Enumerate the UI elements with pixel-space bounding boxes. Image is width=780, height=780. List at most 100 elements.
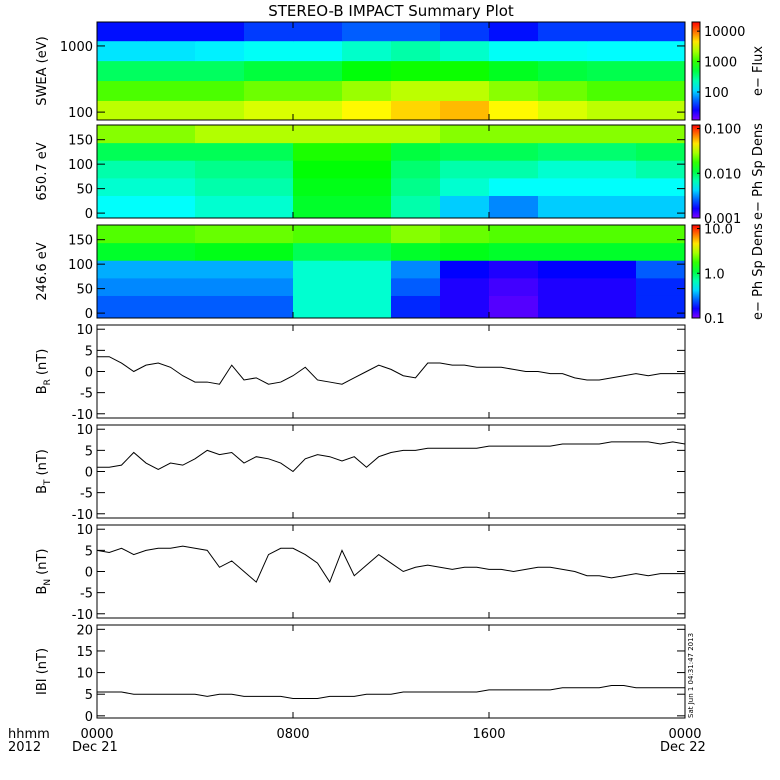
title: STEREO-B IMPACT Summary Plot bbox=[268, 2, 514, 20]
heat-cell bbox=[342, 277, 392, 296]
line bbox=[97, 356, 685, 385]
x-tick-label: 0800 bbox=[276, 727, 309, 742]
y-label-unit: (nT) bbox=[35, 349, 50, 375]
y-tick-label: 5 bbox=[85, 444, 93, 459]
heat-cell bbox=[146, 260, 196, 279]
heat-cell bbox=[293, 22, 343, 42]
heat-cell bbox=[244, 277, 294, 296]
heat-cell bbox=[146, 60, 196, 82]
frame bbox=[96, 21, 686, 121]
heat-cell bbox=[391, 60, 441, 82]
y-tick-label: 0 bbox=[85, 466, 93, 481]
heat-cell bbox=[342, 160, 392, 179]
colorbar-tick-label: 10.0 bbox=[704, 223, 733, 238]
heat-cell bbox=[293, 295, 343, 318]
heat-cell bbox=[97, 40, 147, 62]
y-tick-label: -10 bbox=[72, 508, 93, 523]
heat-cell bbox=[489, 260, 539, 279]
x-tick-label: 0000 bbox=[80, 727, 113, 742]
heat-cell bbox=[489, 142, 539, 161]
heat-cell bbox=[538, 80, 588, 101]
date-label: Dec 21 bbox=[72, 740, 118, 755]
heat-cell bbox=[97, 22, 147, 42]
colorbar bbox=[691, 224, 701, 319]
heat-cell bbox=[342, 40, 392, 62]
panel bbox=[97, 356, 685, 385]
heat-cell bbox=[587, 177, 637, 196]
heat-cell bbox=[195, 242, 245, 261]
y-axis-label: SWEA (eV) bbox=[35, 36, 50, 105]
heat-cell bbox=[587, 60, 637, 82]
heat-cell bbox=[342, 142, 392, 161]
heat-cell bbox=[538, 242, 588, 261]
y-label-text: 246.6 eV bbox=[35, 242, 50, 300]
y-axis-label: BT (nT) bbox=[35, 449, 53, 494]
heat-cell bbox=[391, 277, 441, 296]
y-label-text: B bbox=[35, 385, 50, 394]
y-tick-label: 150 bbox=[68, 234, 93, 249]
heat-cell bbox=[636, 80, 685, 101]
colorbar-tick-label: 10000 bbox=[704, 25, 745, 40]
heat-cell bbox=[538, 125, 588, 144]
heat-cell bbox=[97, 195, 147, 218]
heat-cell bbox=[587, 260, 637, 279]
heat-cell bbox=[636, 295, 685, 318]
heat-cell bbox=[538, 160, 588, 179]
y-tick-label: 150 bbox=[68, 134, 93, 149]
y-label-sub: N bbox=[43, 579, 53, 586]
heat-cell bbox=[636, 100, 685, 120]
y-tick-label: 0 bbox=[85, 710, 93, 725]
heat-cell bbox=[440, 142, 490, 161]
frame bbox=[96, 424, 686, 519]
y-label-text: B bbox=[35, 485, 50, 494]
heat-cell bbox=[244, 160, 294, 179]
heat-cell bbox=[538, 225, 588, 244]
heat-cell bbox=[146, 242, 196, 261]
x-tick-label: 1600 bbox=[472, 727, 505, 742]
heat-cell bbox=[587, 80, 637, 101]
heat-cell bbox=[146, 142, 196, 161]
colorbar-label: e− Ph Sp Dens bbox=[751, 123, 766, 220]
heat-cell bbox=[244, 295, 294, 318]
y-tick-label: 0 bbox=[85, 307, 93, 322]
heat-cell bbox=[293, 80, 343, 101]
heat-cell bbox=[293, 177, 343, 196]
frame bbox=[96, 324, 686, 419]
heat-cell bbox=[391, 225, 441, 244]
heat-cell bbox=[636, 177, 685, 196]
heat-cell bbox=[342, 260, 392, 279]
heat-cell bbox=[244, 177, 294, 196]
heat-cell bbox=[342, 100, 392, 120]
heat-cell bbox=[146, 225, 196, 244]
heat-cell bbox=[195, 142, 245, 161]
frame bbox=[96, 224, 686, 319]
colorbar-tick-label: 0.001 bbox=[704, 212, 741, 227]
heat-cell bbox=[244, 125, 294, 144]
heat-cell bbox=[244, 195, 294, 218]
heat-cell bbox=[293, 225, 343, 244]
heat-cell bbox=[146, 195, 196, 218]
heat-cell bbox=[636, 225, 685, 244]
y-axis-label: IBI (nT) bbox=[35, 648, 50, 695]
y-axis-label: BN (nT) bbox=[35, 549, 53, 595]
y-tick-label: -5 bbox=[80, 487, 93, 502]
heat-cell bbox=[342, 295, 392, 318]
heat-cell bbox=[636, 60, 685, 82]
frame bbox=[96, 624, 686, 719]
heat-cell bbox=[391, 40, 441, 62]
y-label-sub: R bbox=[43, 379, 53, 385]
heat-cell bbox=[538, 295, 588, 318]
heat-cell bbox=[293, 160, 343, 179]
heat-cell bbox=[342, 60, 392, 82]
heat-cell bbox=[440, 225, 490, 244]
colorbar bbox=[691, 124, 701, 219]
heat-cell bbox=[587, 242, 637, 261]
y-tick-label: 1000 bbox=[60, 40, 93, 55]
heat-cell bbox=[342, 80, 392, 101]
heat-cell bbox=[391, 142, 441, 161]
y-tick-label: 5 bbox=[85, 688, 93, 703]
heat-cell bbox=[489, 22, 539, 42]
heat-cell bbox=[587, 195, 637, 218]
y-axis-label: BR (nT) bbox=[35, 349, 53, 395]
y-label-sub: T bbox=[43, 479, 53, 486]
